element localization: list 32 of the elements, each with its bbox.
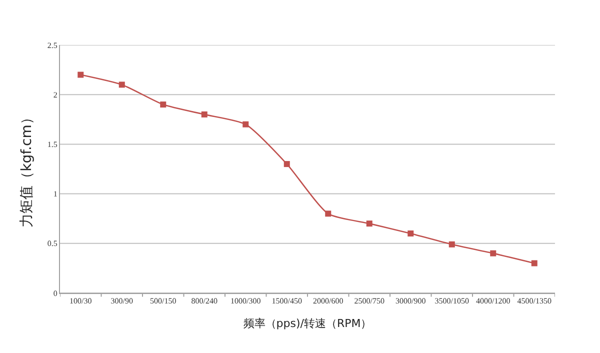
y-axis-title: 力矩值（kgf.cm）	[19, 110, 35, 228]
y-tick-label: 2	[53, 90, 58, 100]
y-tick-label: 2.5	[47, 40, 58, 50]
x-tick-label: 4000/1200	[476, 296, 510, 306]
point	[201, 111, 208, 118]
x-tick-label: 500/150	[150, 296, 176, 306]
point	[242, 121, 249, 128]
point	[284, 161, 290, 168]
point	[408, 230, 414, 236]
point	[78, 72, 84, 78]
x-tick-label: 100/30	[70, 296, 92, 306]
x-tick-label: 800/240	[191, 296, 218, 306]
x-axis-title: 频率（pps)/转速（RPM）	[243, 316, 372, 330]
x-tick-label: 1000/300	[230, 296, 261, 306]
x-tick-label: 3500/1050	[434, 296, 469, 306]
x-tick-label: 300/90	[110, 296, 133, 306]
y-tick-label: 1	[53, 190, 58, 199]
x-tick-label: 4500/1350	[517, 296, 552, 306]
y-tick-label: 0	[53, 288, 58, 298]
x-tick-label: 1500/450	[272, 296, 302, 306]
point	[366, 220, 372, 227]
y-tick-label: 0.5	[47, 239, 58, 248]
point	[160, 102, 166, 108]
point	[448, 241, 455, 248]
point	[531, 260, 538, 266]
point	[118, 82, 125, 88]
point	[325, 210, 332, 217]
y-tick-label: 1.5	[47, 140, 58, 149]
x-tick-label: 2000/600	[313, 296, 344, 306]
x-tick-label: 2500/750	[354, 296, 384, 306]
x-tick-label: 3000/900	[396, 296, 426, 306]
point	[490, 250, 496, 256]
